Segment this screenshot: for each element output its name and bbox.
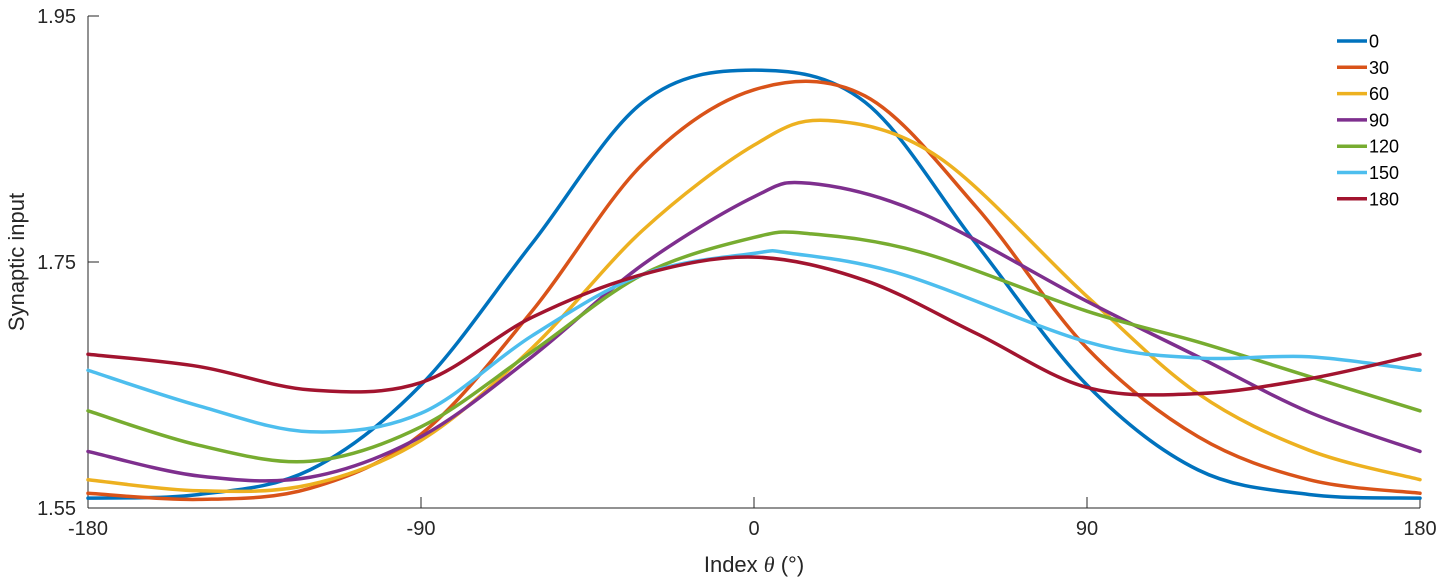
series-line-120 bbox=[86, 230, 1422, 464]
y-axis-label: Synaptic input bbox=[4, 193, 29, 331]
series-line-150 bbox=[86, 249, 1422, 434]
y-tick-label: 1.55 bbox=[37, 498, 76, 520]
x-tick-label: 0 bbox=[748, 518, 759, 540]
series-line-0 bbox=[86, 68, 1422, 500]
x-tick-label: -90 bbox=[407, 518, 436, 540]
x-axis-label-theta: θ bbox=[764, 552, 775, 577]
x-tick-label: 180 bbox=[1403, 518, 1436, 540]
legend: 0 30 60 90 120 150 180 bbox=[1337, 32, 1399, 209]
series-lines bbox=[86, 68, 1422, 502]
legend-label-90: 90 bbox=[1369, 110, 1389, 130]
series-line-60 bbox=[86, 118, 1422, 494]
x-axis-label: Index θ (°) bbox=[704, 552, 804, 577]
legend-label-180: 180 bbox=[1369, 189, 1399, 209]
x-axis-label-prefix: Index bbox=[704, 552, 764, 577]
x-ticks: -180 -90 0 90 180 bbox=[68, 497, 1437, 540]
y-ticks: 1.55 1.75 1.95 bbox=[37, 6, 99, 520]
series-line-180 bbox=[86, 255, 1422, 397]
x-tick-label: -180 bbox=[68, 518, 108, 540]
x-axis-label-unit: (°) bbox=[775, 552, 805, 577]
x-tick-label: 90 bbox=[1076, 518, 1098, 540]
legend-label-60: 60 bbox=[1369, 84, 1389, 104]
y-tick-label: 1.95 bbox=[37, 6, 76, 28]
legend-label-120: 120 bbox=[1369, 137, 1399, 157]
legend-label-150: 150 bbox=[1369, 163, 1399, 183]
series-line-30 bbox=[86, 79, 1422, 502]
series-line-90 bbox=[86, 180, 1422, 483]
legend-label-30: 30 bbox=[1369, 58, 1389, 78]
legend-label-0: 0 bbox=[1369, 32, 1379, 52]
y-tick-label: 1.75 bbox=[37, 252, 76, 274]
